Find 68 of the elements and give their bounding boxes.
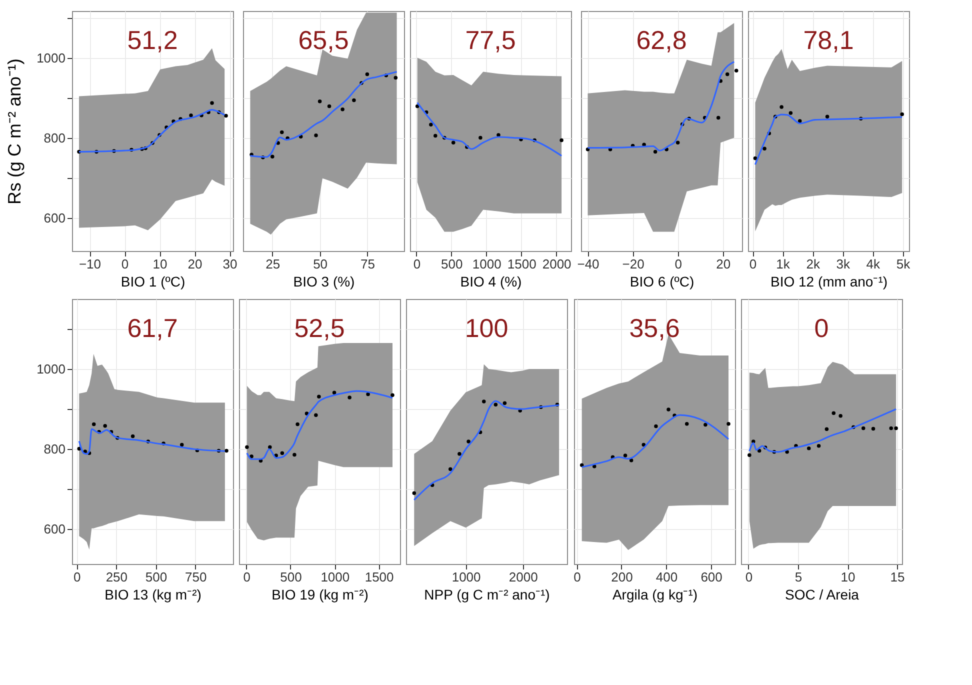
x-tick-label: 1000 <box>452 570 481 584</box>
y-tick-label: 800 <box>44 442 66 457</box>
x-tick-label: 2000 <box>542 256 572 272</box>
y-tick-label: 800 <box>44 130 66 146</box>
x-axis-title: Argila (g kg⁻¹) <box>612 586 698 602</box>
x-tick-label: −10 <box>78 256 102 272</box>
y-axis-title: Rs (g C m⁻² ano⁻¹) <box>4 58 25 205</box>
x-tick-label: 2k <box>806 256 820 272</box>
x-axis-title: NPP (g C m⁻² ano⁻¹) <box>424 586 550 602</box>
x-tick-label: 0 <box>121 256 129 272</box>
x-axis-title: BIO 3 (%) <box>293 274 355 290</box>
x-tick-label: 30 <box>222 256 238 272</box>
annotation: 0 <box>814 313 829 343</box>
x-tick-label: 0 <box>749 256 757 272</box>
x-tick-label: 500 <box>280 570 302 584</box>
x-axis-title: BIO 19 (kg m⁻²) <box>272 586 368 602</box>
x-tick-label: 2000 <box>508 570 538 584</box>
x-tick-label: 1000 <box>320 570 350 584</box>
x-tick-label: 5k <box>896 256 911 272</box>
x-tick-label: 0 <box>674 256 682 272</box>
y-tick-label: 600 <box>44 522 66 537</box>
annotation: 35,6 <box>629 313 680 343</box>
x-tick-label: 3k <box>836 256 850 272</box>
x-tick-label: 200 <box>611 570 633 584</box>
annotation: 52,5 <box>294 313 345 343</box>
x-axis-title: BIO 12 (mm ano⁻¹) <box>770 274 888 290</box>
x-tick-label: 15 <box>890 570 905 584</box>
x-tick-label: 600 <box>700 570 722 584</box>
x-axis-title: BIO 13 (kg m⁻²) <box>104 586 202 602</box>
x-tick-label: 20 <box>716 256 731 272</box>
annotation: 61,7 <box>127 313 178 343</box>
x-tick-label: 0 <box>73 570 81 584</box>
x-tick-label: 500 <box>145 570 168 584</box>
x-tick-label: −40 <box>577 256 600 272</box>
annotation: 100 <box>464 313 508 343</box>
x-tick-label: 1500 <box>364 570 394 584</box>
x-axis-title: SOC / Areia <box>785 586 860 602</box>
x-axis-title: BIO 6 (ºC) <box>630 274 694 290</box>
x-tick-label: 4k <box>866 256 881 272</box>
x-tick-label: 250 <box>106 570 128 584</box>
x-tick-label: −20 <box>622 256 644 272</box>
x-tick-label: 0 <box>574 570 581 584</box>
x-tick-label: 400 <box>656 570 678 584</box>
x-axis-title: BIO 4 (%) <box>460 274 522 290</box>
annotation: 65,5 <box>298 25 349 55</box>
x-tick-label: 20 <box>188 256 202 272</box>
x-tick-label: 10 <box>152 256 168 272</box>
annotation: 62,8 <box>636 25 687 55</box>
y-tick-label: 1000 <box>36 362 66 377</box>
x-tick-label: 25 <box>266 256 280 272</box>
y-tick-label: 1000 <box>36 50 66 66</box>
x-tick-label: 500 <box>441 256 463 272</box>
annotation: 51,2 <box>127 25 178 55</box>
x-tick-label: 750 <box>184 570 207 584</box>
x-tick-label: 1000 <box>472 256 502 272</box>
x-tick-label: 0 <box>243 570 250 584</box>
x-tick-label: 10 <box>840 570 856 584</box>
x-tick-label: 0 <box>745 570 753 584</box>
x-axis-title: BIO 1 (ºC) <box>120 274 186 290</box>
x-tick-label: 50 <box>313 256 328 272</box>
x-tick-label: 0 <box>413 256 421 272</box>
x-tick-label: 75 <box>360 256 375 272</box>
x-tick-label: 5 <box>794 570 802 584</box>
x-tick-label: 1500 <box>507 256 536 272</box>
annotation: 77,5 <box>465 25 516 55</box>
y-tick-label: 600 <box>44 210 66 226</box>
annotation: 78,1 <box>803 25 854 55</box>
x-tick-label: 1k <box>776 256 790 272</box>
